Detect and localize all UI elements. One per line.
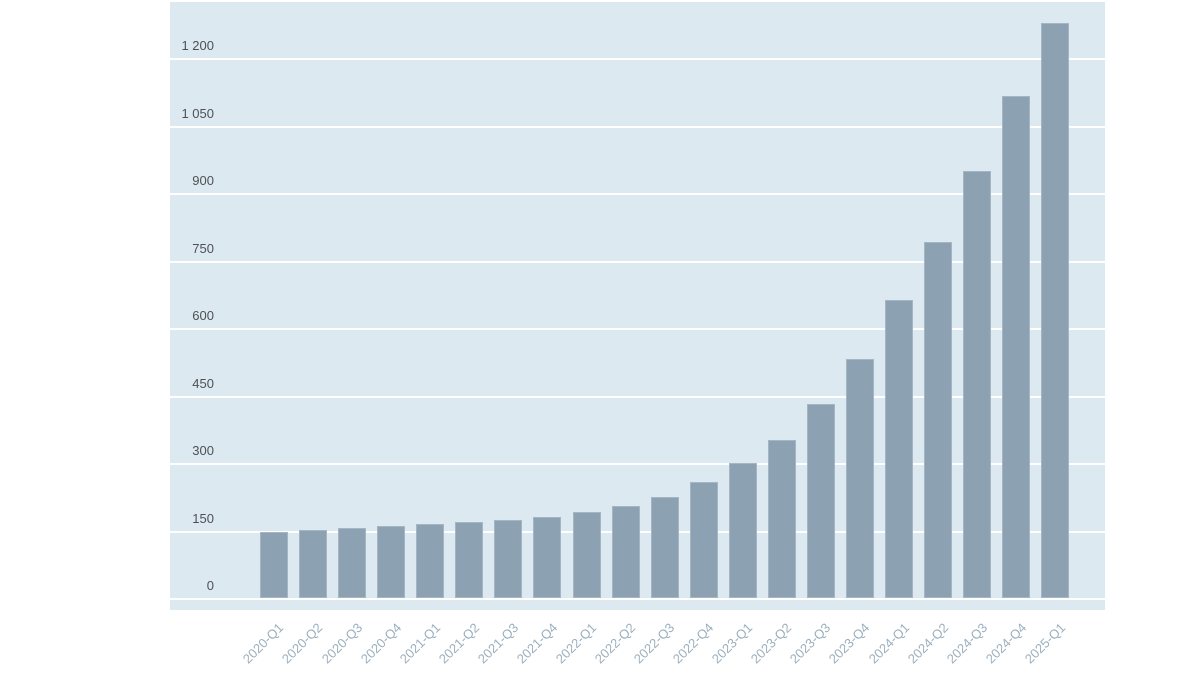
bar-2024-Q4[interactable]	[1002, 96, 1031, 598]
bar-2020-Q2[interactable]	[299, 530, 328, 598]
bar-2023-Q2[interactable]	[767, 439, 796, 598]
x-axis-tick-label: 2022-Q3	[630, 620, 678, 667]
x-axis-tick-label: 2020-Q2	[279, 620, 326, 667]
x-axis-tick-label: 2020-Q3	[318, 620, 365, 667]
bar-2023-Q3[interactable]	[806, 403, 835, 598]
bar-2022-Q1[interactable]	[572, 512, 601, 598]
bar-2021-Q3[interactable]	[494, 519, 523, 598]
x-axis-tick-label: 2022-Q4	[670, 620, 717, 667]
x-axis-tick-label: 2021-Q1	[396, 620, 443, 667]
y-axis-tick-label: 900	[192, 173, 214, 188]
bar-2022-Q2[interactable]	[611, 506, 640, 598]
x-axis-tick-label: 2024-Q3	[943, 620, 990, 667]
y-axis-tick-label: 450	[192, 375, 214, 391]
x-axis-tick-label: 2020-Q1	[240, 620, 287, 667]
x-axis-tick-label: 2023-Q1	[709, 620, 756, 667]
bar-2022-Q4[interactable]	[689, 481, 718, 598]
bar-2021-Q2[interactable]	[455, 521, 484, 598]
x-axis-tick-label: 2023-Q2	[748, 620, 795, 667]
y-axis-tick-label: 750	[192, 240, 214, 256]
y-axis-tick-label: 1 200	[181, 38, 214, 53]
x-axis-tick-label: 2021-Q4	[513, 620, 561, 667]
y-axis-tick-label: 300	[192, 443, 214, 458]
bar-2020-Q1[interactable]	[260, 532, 288, 598]
bar-2021-Q1[interactable]	[416, 524, 445, 598]
bar-2024-Q3[interactable]	[963, 171, 992, 598]
x-axis-tick-label: 2023-Q3	[787, 620, 834, 667]
gridline	[170, 463, 1105, 465]
bar-2024-Q2[interactable]	[924, 241, 953, 598]
gridline	[170, 260, 1105, 263]
bar-2020-Q3[interactable]	[338, 528, 367, 598]
gridline	[170, 598, 1105, 600]
x-axis-tick-label: 2024-Q4	[982, 620, 1029, 667]
bar-2020-Q4[interactable]	[377, 526, 406, 598]
x-axis-tick-label: 2020-Q4	[357, 620, 404, 667]
gridline	[170, 328, 1105, 330]
gridline	[170, 395, 1105, 398]
x-axis-tick-label: 2021-Q2	[435, 620, 482, 667]
y-axis-tick-label: 1 050	[181, 105, 214, 121]
bar-2025-Q1[interactable]	[1041, 23, 1070, 598]
x-axis-tick-label: 2022-Q2	[591, 620, 639, 667]
x-axis-tick-label: 2021-Q3	[474, 620, 522, 667]
gridline	[170, 125, 1105, 128]
plot-area: 0 150 300 450 600 750 900 1 050 1 200	[170, 2, 1105, 610]
bar-2023-Q4[interactable]	[846, 358, 875, 598]
y-axis-tick-label: 0	[206, 578, 214, 593]
bar-2022-Q3[interactable]	[650, 497, 679, 598]
bar-2021-Q4[interactable]	[533, 517, 562, 598]
x-axis-tick-label: 2024-Q1	[865, 620, 912, 667]
bar-2024-Q1[interactable]	[885, 300, 914, 598]
x-axis-tick-label: 2025-Q1	[1021, 620, 1069, 667]
x-axis-tick-label: 2022-Q1	[552, 620, 600, 667]
y-axis-tick-label: 600	[192, 308, 214, 323]
x-axis-tick-label: 2023-Q4	[826, 620, 873, 667]
y-axis-tick-label: 150	[192, 510, 214, 526]
gridline	[170, 58, 1105, 60]
gridline	[170, 193, 1105, 195]
bar-2023-Q1[interactable]	[728, 463, 757, 598]
x-axis-tick-label: 2024-Q2	[904, 620, 951, 667]
